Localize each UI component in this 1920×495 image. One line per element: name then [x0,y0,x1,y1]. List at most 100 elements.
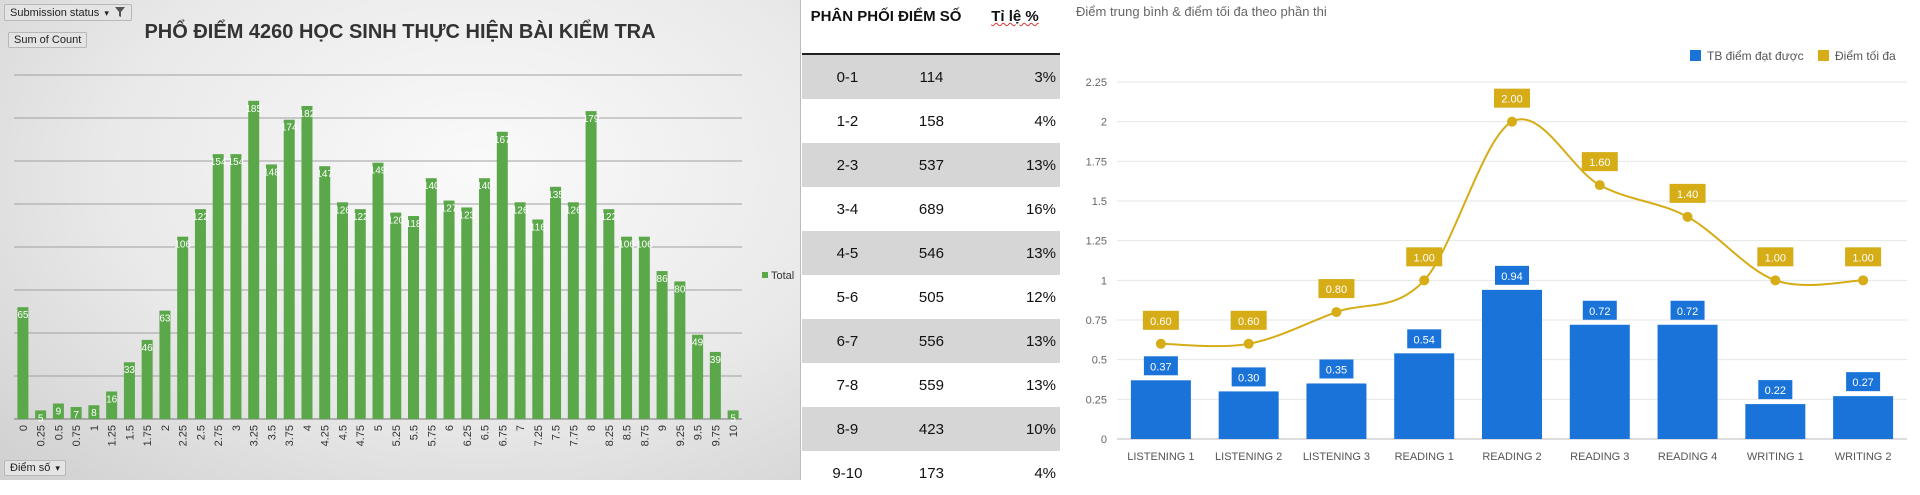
table-row: 3-4 689 16% [802,187,1060,231]
bar-data-label: 106 [636,240,653,251]
bar-label-box [1495,265,1529,285]
pct-cell: 4% [1034,112,1056,130]
x-tick-label: 0.25 [36,425,48,446]
bar-data-label: 9 [56,407,62,418]
submission-status-filter-button[interactable]: Submission status ▾ [4,4,132,21]
axis-field-label: Điểm số [10,462,51,474]
x-tick-label: 4.75 [355,425,367,446]
pct-cell: 10% [970,407,1060,451]
bar-data-label: 5 [730,413,736,424]
bar-data-label: 120 [387,216,404,227]
histogram-bar [301,105,313,420]
range-cell: 5-6 [836,288,859,306]
range-cell: 4-5 [802,231,893,275]
table-row: 6-7 556 13% [802,319,1060,363]
x-tick-label: 0.5 [53,425,65,440]
line-label-box [1494,88,1530,108]
pct-cell: 13% [970,143,1060,187]
table-row: 4-5 546 13% [802,231,1060,275]
line-label-box [1406,247,1443,267]
line-label-box [1581,152,1618,172]
histogram-bar [479,178,491,419]
average-score-bar [1218,391,1279,439]
count-cell: 689 [918,200,944,218]
average-score-bar [1394,353,1455,439]
pct-cell: 13% [1025,376,1056,394]
legend-label: Total [771,270,794,282]
histogram-bar [336,202,348,419]
diem-so-field-button[interactable]: Điểm số ▾ [4,460,66,476]
max-score-point [1770,275,1781,286]
x-tick-label: 2 [160,425,172,431]
average-score-bar [1306,383,1367,439]
max-score-point [1682,211,1693,222]
table-row: 5-6 505 12% [802,275,1060,319]
combo-chart: 0 0.25 0.5 0.75 1 1.25 1.5 1.75 2 2.25 0.37 0.30 0.3… [1086,49,1907,463]
histogram-bar [727,410,739,419]
sum-of-count-field-button[interactable]: Sum of Count [8,32,88,48]
bar-data-label: 140 [423,181,440,192]
bar-data-label: 33 [124,365,136,376]
count-cell: 546 [892,231,970,275]
bar-data-label: 8 [91,408,97,419]
bar-data-label: 0.37 [1150,361,1171,373]
x-tick-label: 9 [657,425,669,431]
count-cell: 158 [918,112,944,130]
pct-cell: 16% [1025,200,1056,218]
bar-label-box [1319,359,1354,379]
table-row: 8-9 423 10% [802,407,1060,451]
range-cell: 9-10 [832,464,863,482]
bar-data-label: 49 [692,338,704,349]
x-tick-label: 0.75 [71,425,83,446]
bar-label-box [1670,300,1705,320]
histogram-bar [35,410,47,419]
histogram-bar [496,131,508,419]
x-tick-label: 4.5 [337,425,349,440]
x-tick-label: 1.25 [107,425,119,446]
histogram-bar [656,271,668,419]
average-score-bar [1482,289,1542,439]
y-tick-label: 1.75 [1086,156,1107,168]
bar-data-label: 80 [674,284,686,295]
bar-data-label: 116 [530,222,546,233]
legend-swatch [762,272,768,278]
x-tick-label: 9.25 [675,425,687,446]
histogram-bar [283,119,295,419]
line-data-label: 2.00 [1501,94,1522,106]
y-tick-label: 2 [1101,117,1107,129]
legend-swatch-bar [1690,50,1701,61]
score-distribution-table: PHÂN PHỐI ĐIỂM SỐ Tỉ lệ % 0-1 114 3% 1-2 158… [802,0,1060,495]
x-tick-label: 9.75 [710,425,722,446]
x-tick-label: 3.25 [249,425,261,446]
x-tick-label: 10 [728,425,740,437]
x-tick-label: 3 [231,425,243,431]
line-label-box [1845,247,1882,267]
x-tick-label: 2.75 [213,425,225,446]
bar-data-label: 0.35 [1326,364,1347,376]
pct-cell: 13% [970,319,1060,363]
x-tick-label: LISTENING 3 [1303,451,1370,463]
bar-label-box [1582,300,1617,320]
histogram-bar [123,362,135,419]
bar-data-label: 147 [316,169,333,180]
chart-title: Điểm trung bình & điểm tối đa theo phần … [1076,4,1327,19]
line-label-box [1757,247,1794,267]
x-tick-label: 1.75 [142,425,154,446]
bar-data-label: 0.22 [1765,385,1786,397]
x-tick-label: 5.5 [409,425,421,440]
x-tick-label: 8 [586,425,598,431]
x-tick-label: 3.5 [266,425,278,440]
range-cell: 8-9 [802,407,893,451]
histogram-bar [514,202,526,419]
table-row: 9-10 173 4% [802,451,1060,495]
x-tick-label: 5 [373,425,385,431]
bar-data-label: 106 [174,240,191,251]
x-tick-label: READING 3 [1570,451,1629,463]
x-tick-label: 2.25 [178,425,190,446]
count-cell: 423 [892,407,970,451]
histogram-chart: PHỔ ĐIỂM 4260 HỌC SINH THỰC HIỆN BÀI KIỂ… [14,19,794,446]
line-data-label: 1.40 [1677,189,1698,201]
histogram-bar [194,209,206,419]
bar-data-label: 106 [618,240,635,251]
bar-data-label: 167 [494,135,511,146]
